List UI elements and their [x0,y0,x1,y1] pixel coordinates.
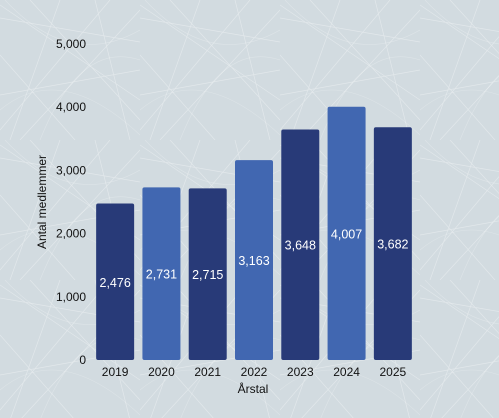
data-label-2023: 3,648 [285,239,316,253]
y-tick-label: 1,000 [56,290,86,304]
x-axis: 2019 2020 2021 2022 2023 2024 2025 [102,365,407,379]
data-label-2024: 4,007 [331,227,362,241]
data-label-2021: 2,715 [192,268,223,282]
x-tick-label: 2021 [194,365,221,379]
y-axis-title: Antal medlemmer [35,155,49,249]
y-tick-label: 2,000 [56,227,86,241]
y-tick-label: 3,000 [56,163,86,177]
bar-2023 [281,129,320,360]
y-tick-label: 0 [79,353,86,367]
bar-2024 [327,106,366,360]
data-labels-group: 2,476 2,731 2,715 3,163 3,648 4,007 3,682 [100,227,409,289]
x-tick-label: 2023 [287,365,314,379]
x-tick-label: 2024 [333,365,360,379]
bar-2021 [188,188,227,360]
bar-2019 [96,203,135,360]
bar-2022 [235,160,273,360]
data-label-2019: 2,476 [100,276,131,290]
bar-2020 [142,187,181,360]
y-tick-label: 4,000 [56,100,86,114]
x-tick-label: 2020 [148,365,175,379]
data-label-2020: 2,731 [146,268,177,282]
bar-2025 [373,127,412,360]
data-label-2022: 3,163 [238,254,269,268]
x-tick-label: 2019 [102,365,129,379]
x-tick-label: 2025 [380,365,407,379]
x-tick-label: 2022 [241,365,268,379]
data-label-2025: 3,682 [377,238,408,252]
y-axis: 0 1,000 2,000 3,000 4,000 5,000 [56,37,86,367]
y-tick-label: 5,000 [56,37,86,51]
x-axis-title: Årstal [238,381,269,396]
bars-group [96,106,412,360]
